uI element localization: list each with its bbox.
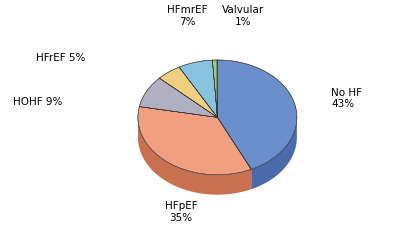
Text: HOHF 9%: HOHF 9% (14, 97, 63, 107)
Text: Valvular
1%: Valvular 1% (222, 5, 264, 27)
Polygon shape (212, 60, 218, 117)
Text: HFrEF 5%: HFrEF 5% (36, 53, 85, 63)
Text: No HF
43%: No HF 43% (331, 88, 362, 109)
Polygon shape (179, 60, 218, 117)
Polygon shape (139, 78, 218, 117)
Polygon shape (138, 119, 251, 195)
Text: HFpEF
35%: HFpEF 35% (165, 201, 197, 223)
Text: HFmrEF
7%: HFmrEF 7% (167, 5, 208, 27)
Polygon shape (138, 107, 251, 175)
Polygon shape (160, 67, 218, 117)
Polygon shape (218, 60, 297, 169)
Polygon shape (251, 119, 297, 189)
